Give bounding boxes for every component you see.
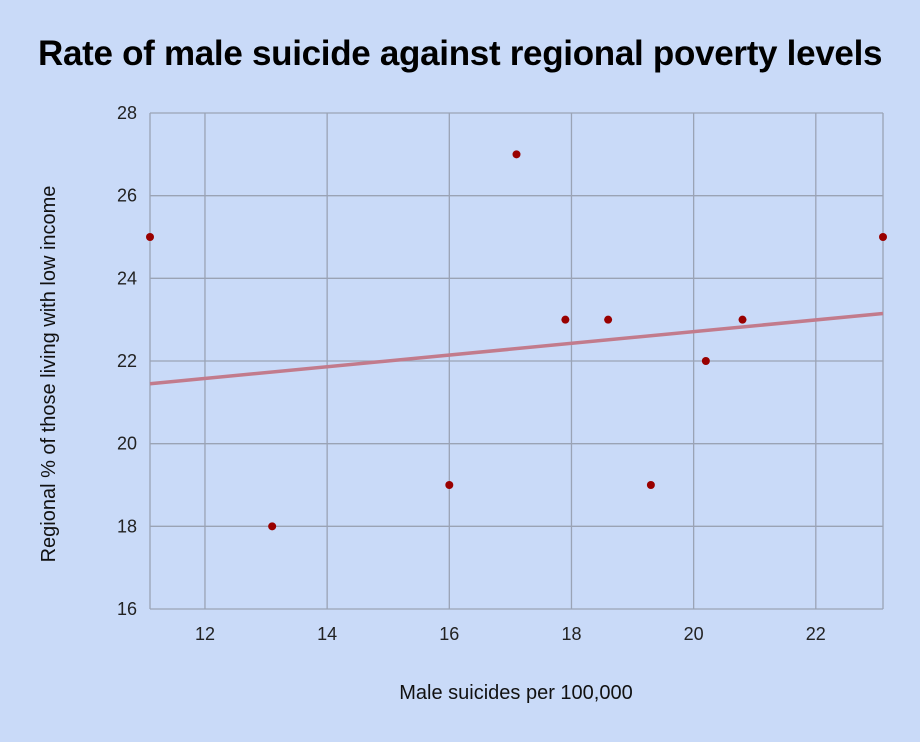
x-tick-label: 14: [317, 624, 337, 644]
tick-labels: 16 18 20 22 24 26 28 12 14 16 18 20 22: [117, 103, 826, 644]
data-point: [268, 522, 277, 531]
y-tick-label: 26: [117, 186, 137, 206]
grid-lines: [149, 112, 884, 610]
data-point: [146, 233, 154, 241]
y-tick-label: 22: [117, 351, 137, 371]
data-point: [512, 150, 521, 159]
data-point: [646, 481, 655, 489]
data-point: [445, 481, 454, 489]
y-axis-title: Regional % of those living with low inco…: [38, 186, 60, 563]
data-point: [604, 315, 613, 324]
data-point: [561, 315, 570, 324]
trendline: [149, 311, 884, 386]
x-tick-label: 12: [195, 624, 215, 644]
y-tick-label: 16: [117, 599, 137, 619]
x-tick-label: 20: [684, 624, 704, 644]
data-point: [738, 315, 747, 324]
data-point: [701, 357, 710, 365]
x-tick-label: 16: [439, 624, 459, 644]
y-tick-label: 20: [117, 434, 137, 454]
chart-title: Rate of male suicide against regional po…: [38, 34, 883, 73]
trendline-layer: [149, 311, 884, 386]
x-axis-title: Male suicides per 100,000: [399, 682, 632, 704]
x-tick-label: 18: [561, 624, 581, 644]
y-tick-label: 28: [117, 103, 137, 123]
y-tick-label: 18: [117, 516, 137, 536]
y-tick-label: 24: [117, 268, 137, 288]
data-point: [879, 233, 887, 241]
x-tick-label: 22: [806, 624, 826, 644]
data-points: [146, 150, 887, 531]
